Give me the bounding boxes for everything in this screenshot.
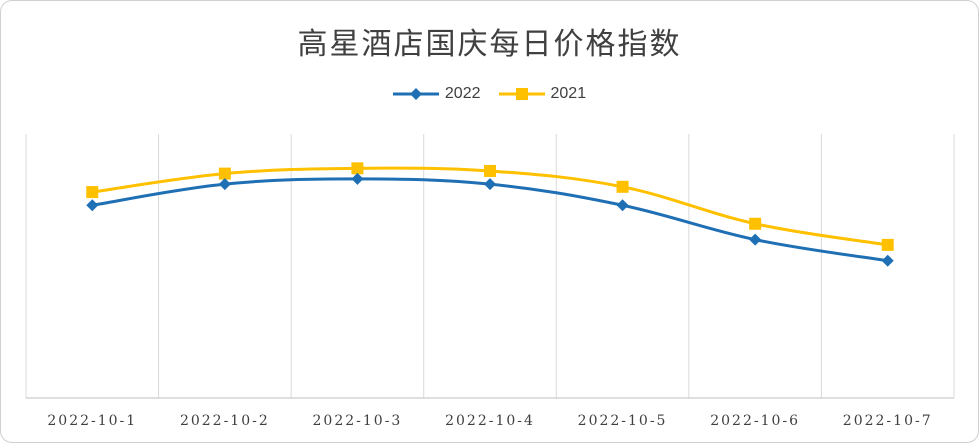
point-2022-4: [484, 178, 496, 191]
point-2021-1: [86, 186, 99, 199]
point-2022-2: [218, 178, 231, 191]
x-tick-label-5: 2022-10-5: [578, 413, 668, 429]
x-tick-label-3: 2022-10-3: [313, 413, 403, 429]
point-2021-6: [749, 217, 762, 230]
x-tick-label-1: 2022-10-1: [47, 413, 137, 429]
point-2022-5: [616, 199, 629, 212]
point-2022-1: [86, 199, 99, 212]
x-tick-label-2: 2022-10-2: [180, 413, 270, 429]
point-2021-2: [218, 167, 231, 180]
x-tick-label-4: 2022-10-4: [445, 413, 535, 429]
legend: 2022 2021: [1, 85, 978, 103]
legend-label-2021: 2021: [550, 85, 587, 102]
point-2022-3: [351, 172, 364, 185]
legend-swatch-2022: [392, 88, 439, 100]
legend-marker-2022: [409, 88, 422, 100]
point-2021-7: [881, 238, 894, 251]
point-2021-5: [616, 180, 629, 193]
legend-label-2022: 2022: [444, 85, 481, 102]
legend-marker-2021: [515, 88, 528, 100]
point-2021-3: [351, 162, 364, 175]
x-tick-label-6: 2022-10-6: [710, 413, 800, 429]
series-line-2022: [92, 177, 888, 263]
chart-title: 高星酒店国庆每日价格指数: [297, 27, 682, 62]
legend-item-2022: 2022: [392, 85, 481, 103]
point-2021-4: [484, 164, 496, 177]
point-2022-6: [749, 233, 762, 246]
point-2022-7: [881, 254, 894, 267]
legend-item-2021: 2021: [498, 85, 587, 103]
legend-swatch-2021: [498, 88, 545, 100]
x-tick-label-7: 2022-10-7: [843, 413, 933, 429]
